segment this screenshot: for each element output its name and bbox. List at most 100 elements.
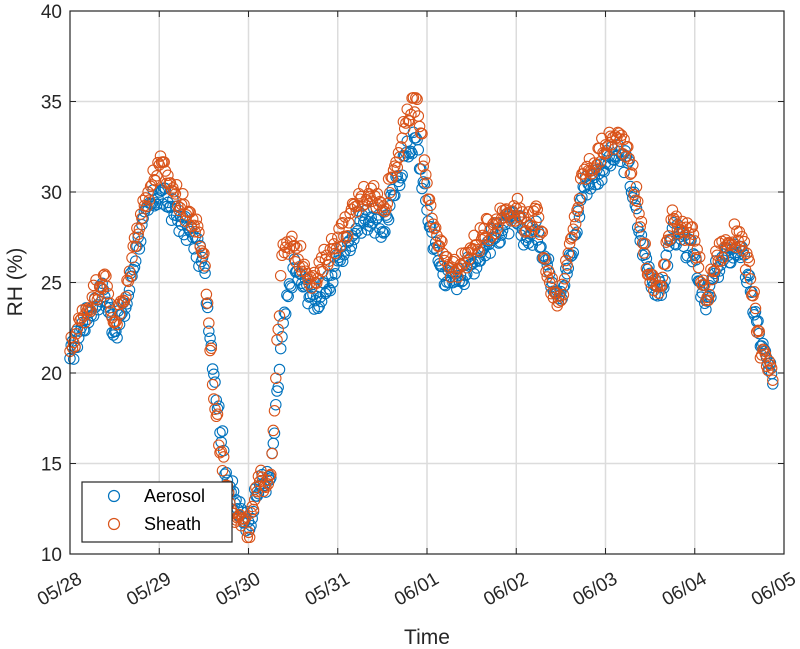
data-point-interp (193, 226, 205, 239)
legend-box (81, 481, 233, 543)
data-point-interp (485, 231, 498, 243)
data-point-interp (428, 222, 441, 235)
data-point-interp (183, 205, 195, 218)
data-point-interp (211, 408, 224, 420)
data-point-interp (137, 194, 149, 207)
data-point-interp (447, 255, 459, 268)
data-point-interp (268, 405, 281, 417)
data-point (767, 378, 779, 390)
data-point-interp (80, 303, 92, 315)
data-point-interp (200, 288, 213, 301)
data-point-interp (541, 259, 553, 271)
data-point-interp (263, 469, 276, 482)
data-point-interp (625, 167, 638, 179)
series-aerosol (64, 126, 779, 537)
data-point-interp (74, 314, 86, 327)
data-point-interp (490, 213, 503, 225)
data-point (276, 249, 288, 262)
data-point-interp (693, 251, 706, 263)
data-point-interp (206, 378, 219, 391)
legend: Aerosol Sheath (81, 481, 233, 543)
data-point-interp (759, 348, 772, 360)
data-point-interp (536, 226, 549, 238)
data-point-interp (408, 106, 421, 118)
x-tick-label: 06/04 (659, 568, 711, 610)
data-point-interp (573, 211, 586, 223)
data-point-interp (542, 253, 555, 265)
data-point-interp (635, 215, 648, 228)
data-point-interp (684, 234, 696, 247)
data-point-interp (379, 226, 391, 238)
x-tick-label: 06/02 (480, 568, 532, 610)
data-point-interp (660, 236, 672, 248)
data-point-interp (708, 265, 721, 277)
data-point (343, 217, 355, 229)
data-point-interp (194, 240, 206, 253)
data-point-interp (85, 305, 97, 317)
data-point-interp (294, 240, 307, 252)
y-tick-label: 30 (41, 183, 62, 204)
data-point (532, 211, 545, 224)
data-point-interp (203, 325, 215, 338)
data-point-interp (687, 228, 700, 241)
data-point-interp (279, 308, 292, 320)
data-point-interp (334, 240, 346, 253)
data-point (320, 249, 333, 262)
y-tick-label: 40 (41, 2, 62, 23)
data-point (198, 247, 210, 260)
data-point (410, 92, 422, 104)
data-point-interp (623, 152, 635, 165)
y-tick-label: 25 (41, 274, 62, 295)
data-point-interp (567, 223, 580, 235)
data-point-interp (561, 259, 573, 271)
data-point-interp (386, 172, 399, 184)
data-point-interp (568, 229, 581, 242)
data-point (767, 374, 779, 386)
series-sheath (64, 91, 779, 544)
data-point-interp (245, 507, 257, 519)
data-point-interp (416, 127, 428, 140)
data-point-interp (403, 115, 416, 127)
data-point-interp (569, 218, 582, 230)
data-point-interp (205, 339, 218, 352)
data-point-interp (169, 188, 182, 200)
data-point-interp (418, 154, 431, 166)
data-point-interp (591, 158, 603, 171)
data-point-interp (103, 297, 116, 309)
x-tick-label: 05/28 (34, 568, 86, 610)
data-point-interp (272, 323, 284, 336)
data-point-interp (405, 145, 417, 158)
data-point-interp (436, 235, 448, 248)
data-point-interp (512, 210, 525, 223)
y-axis: 10 15 20 25 30 35 40 (41, 2, 784, 566)
data-point-interp (702, 294, 715, 307)
data-point-interp (573, 192, 586, 205)
x-tick-label: 06/05 (748, 568, 800, 610)
data-point-interp (706, 273, 718, 286)
data-point-interp (508, 200, 520, 212)
data-point-interp (79, 316, 91, 329)
y-tick-label: 10 (41, 545, 62, 566)
y-tick-label: 35 (41, 93, 62, 114)
data-point-interp (748, 286, 760, 298)
data-point (376, 226, 389, 238)
data-point-interp (612, 126, 624, 139)
data-point-interp (424, 199, 437, 212)
data-point-interp (437, 247, 449, 260)
data-point-interp (338, 230, 350, 243)
data-point-interp (726, 238, 738, 251)
series-markers (64, 91, 779, 544)
data-point (655, 280, 668, 292)
data-point-interp (255, 464, 267, 477)
x-tick-label: 05/31 (302, 568, 354, 610)
data-point-interp (420, 168, 432, 181)
data-point (120, 291, 132, 303)
data-point-interp (446, 261, 458, 274)
data-point-interp (191, 220, 204, 232)
data-point-interp (367, 179, 380, 192)
data-point-interp (168, 185, 180, 198)
data-point (242, 526, 255, 539)
data-point-interp (406, 147, 418, 160)
y-tick-label: 15 (41, 455, 62, 476)
data-point-interp (659, 258, 671, 270)
